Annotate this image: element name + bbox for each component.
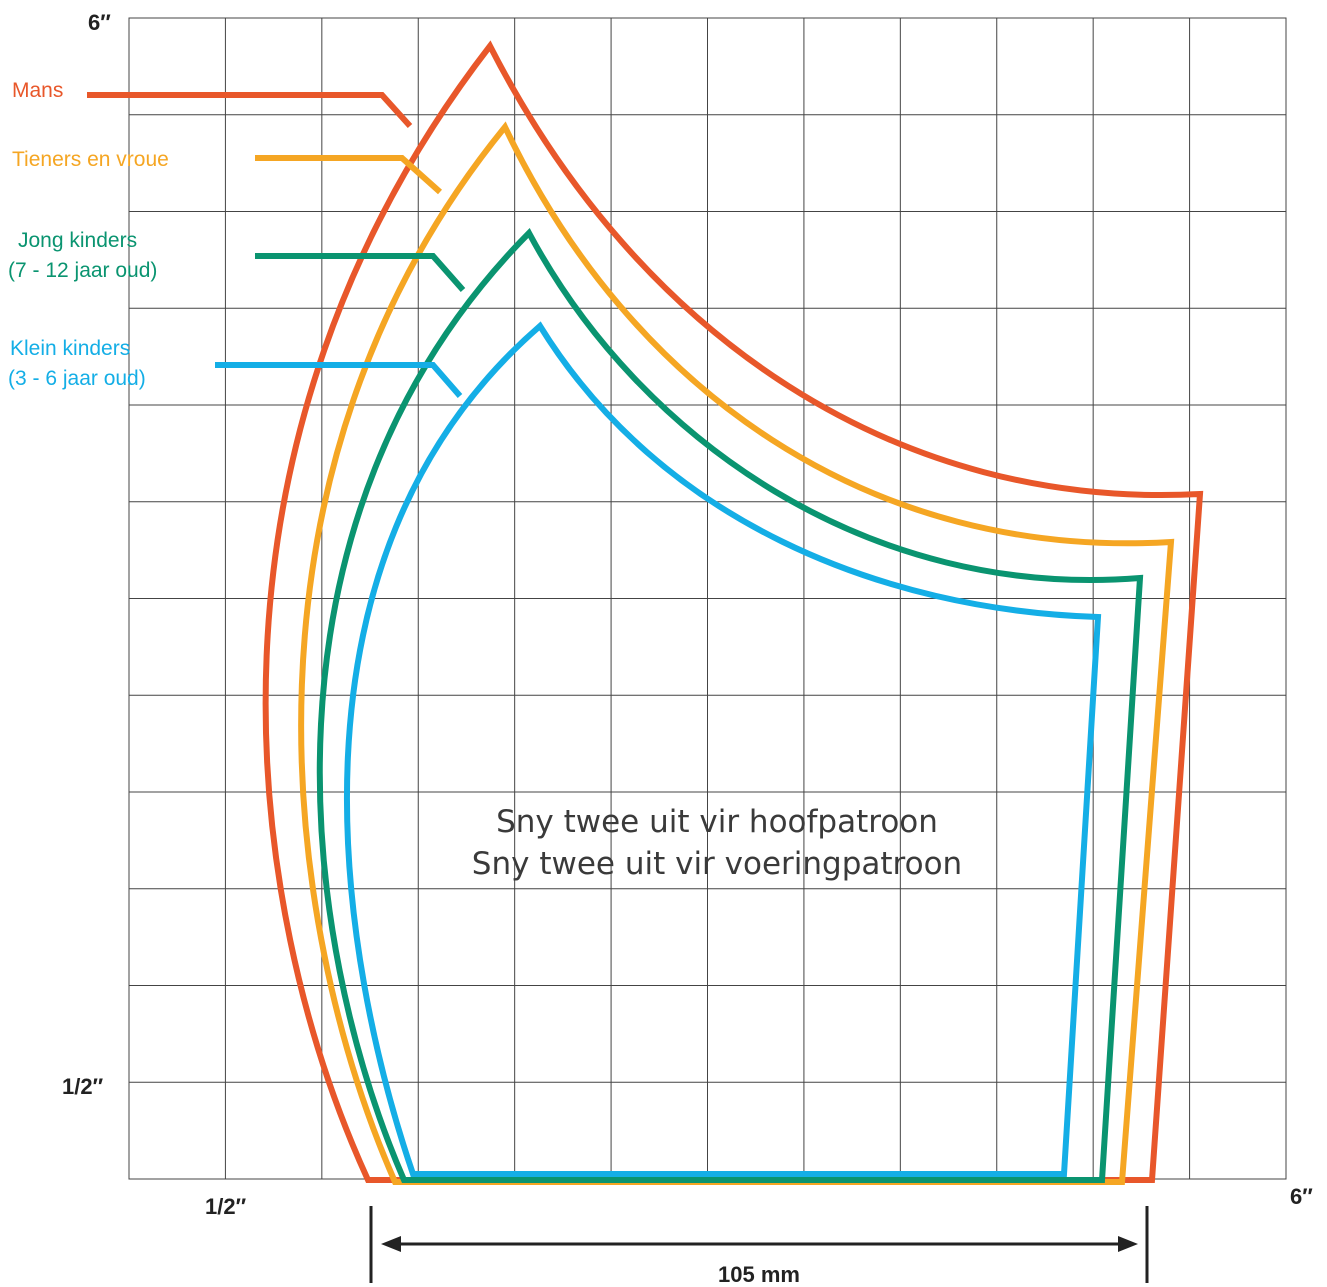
leader-klein [215, 362, 463, 398]
pattern-grid [128, 17, 1287, 1180]
legend-label-tieners: Tieners en vroue [12, 148, 169, 171]
legend-label-jong-line1: Jong kinders [18, 229, 137, 252]
leader-tieners [255, 155, 443, 195]
legend-labels: Mans Tieners en vroue Jong kinders (7 - … [8, 79, 169, 390]
dimension-marker [369, 1206, 1149, 1283]
legend-leaders [87, 92, 466, 398]
instruction-line-2: Sny twee uit vir voeringpatroon [472, 846, 962, 882]
legend-label-klein-line1: Klein kinders [10, 337, 130, 360]
outline-klein [344, 321, 1102, 1177]
label-top-left-6in: 6″ [88, 10, 111, 35]
outline-mans [262, 40, 1204, 1183]
dimension-arrow-right [1118, 1236, 1138, 1252]
label-bottom-right-6in: 6″ [1290, 1184, 1313, 1209]
legend-label-klein-line2: (3 - 6 jaar oud) [8, 367, 146, 390]
legend-label-jong-line2: (7 - 12 jaar oud) [8, 259, 157, 282]
leader-jong [255, 253, 466, 292]
outline-jong [316, 228, 1144, 1183]
pattern-outlines [262, 40, 1204, 1185]
outline-tieners [298, 121, 1175, 1185]
label-x-half-inch: 1/2″ [205, 1194, 247, 1219]
label-y-half-inch: 1/2″ [62, 1074, 104, 1099]
legend-label-mans: Mans [12, 79, 63, 102]
dimension-arrow-left [381, 1236, 401, 1252]
instruction-line-1: Sny twee uit vir hoofpatroon [496, 804, 938, 840]
dimension-label: 105 mm [718, 1262, 800, 1287]
leader-mans [87, 92, 413, 129]
